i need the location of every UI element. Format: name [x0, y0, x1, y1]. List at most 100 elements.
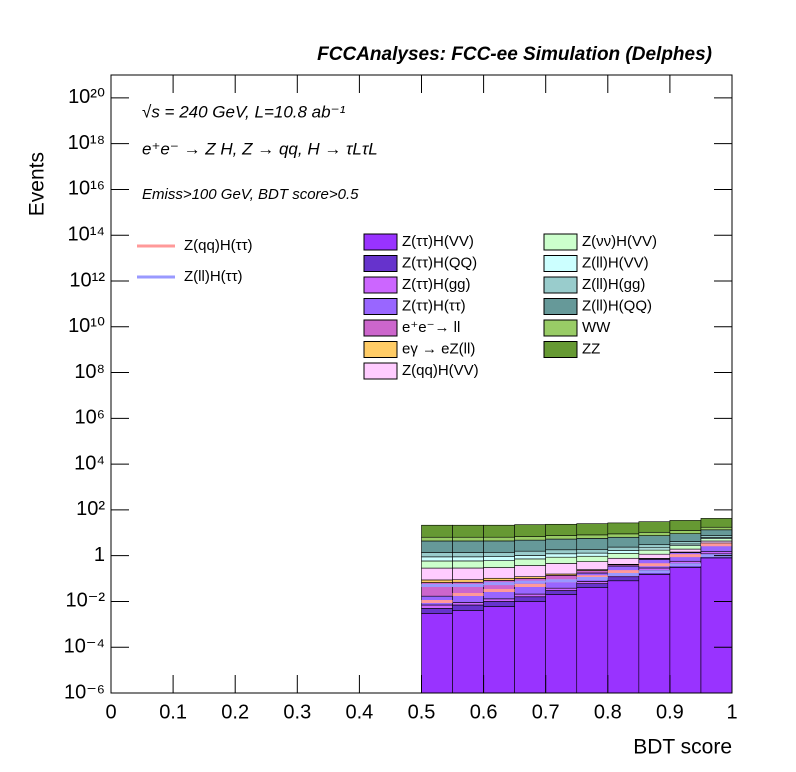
hist-bar	[607, 550, 640, 554]
hist-bar	[514, 550, 547, 556]
legend-label: e⁺e⁻→ ll	[402, 319, 460, 336]
hist-bar	[514, 536, 547, 541]
hist-bar	[483, 560, 515, 568]
hist-bar	[545, 538, 578, 551]
hist-bar	[421, 567, 453, 581]
hist-bar	[483, 536, 515, 542]
hist-bar	[483, 577, 515, 581]
x-tick-label: 1	[726, 701, 737, 723]
y-tick-label: 10²	[76, 498, 105, 520]
hist-bar	[452, 604, 484, 611]
legend-swatch	[363, 233, 398, 251]
y-tick-label: 10²⁰	[68, 86, 105, 108]
hist-bar	[607, 522, 640, 535]
hist-bar	[700, 540, 733, 544]
hist-bar	[483, 598, 515, 602]
hist-bar	[514, 596, 547, 602]
y-tick-label: 10¹⁶	[68, 178, 105, 200]
hist-bar	[452, 610, 484, 694]
hist-bar	[545, 563, 578, 575]
hist-bar	[669, 541, 702, 545]
hist-bar	[607, 546, 640, 551]
hist-bar	[576, 538, 609, 550]
hist-bar	[483, 567, 515, 579]
hist-bar	[514, 565, 547, 577]
y-tick-label: 10⁸	[74, 361, 105, 383]
legend-label: Z(ττ)H(ττ)	[402, 297, 466, 314]
hist-bar	[421, 524, 453, 538]
x-tick-label: 0.8	[594, 701, 622, 723]
hist-bar	[700, 551, 733, 555]
legend-swatch	[363, 298, 398, 315]
x-tick-label: 0	[105, 701, 116, 723]
legend-label: eγ → eZ(ll)	[402, 340, 475, 357]
y-tick-label: 10⁻⁶	[64, 681, 105, 703]
hist-bar	[576, 587, 609, 694]
y-tick-label: 1	[94, 544, 105, 566]
y-axis-label: Events	[26, 152, 49, 216]
hist-bar	[421, 613, 453, 694]
hist-bar	[483, 601, 515, 607]
hist-bar	[576, 549, 609, 554]
hist-bar	[452, 567, 484, 581]
x-tick-label: 0.4	[345, 701, 373, 723]
hist-bar	[483, 552, 515, 557]
hist-bar	[638, 549, 671, 555]
hist-bar	[545, 553, 578, 558]
y-tick-label: 10¹⁴	[68, 224, 106, 246]
hist-bar	[607, 580, 640, 694]
x-tick-label: 0.9	[656, 701, 684, 723]
legend-swatch	[363, 255, 398, 272]
hist-bar	[576, 555, 609, 563]
hist-bar	[421, 540, 453, 553]
x-tick-label: 0.1	[159, 701, 187, 723]
y-tick-label: 10¹²	[69, 269, 105, 291]
annotation: Emiss>100 GeV, BDT score>0.5	[142, 186, 359, 203]
hist-bar	[421, 608, 453, 614]
x-tick-label: 0.3	[283, 701, 311, 723]
hist-bar	[669, 530, 702, 534]
legend-label: Z(ll)H(ττ)	[184, 268, 243, 285]
hist-bar	[700, 538, 733, 542]
hist-bar	[669, 533, 702, 542]
x-tick-label: 0.5	[408, 701, 436, 723]
legend-label: Z(qq)H(VV)	[402, 362, 479, 379]
hist-bar	[700, 557, 733, 694]
hist-bar	[545, 594, 578, 694]
hist-bar	[452, 560, 484, 569]
hist-bar	[421, 556, 453, 562]
y-tick-label: 10⁻⁴	[64, 636, 105, 658]
hist-bar	[669, 520, 702, 531]
annotation: e⁺e⁻ → Z H, Z → qq, H → τLτL	[142, 139, 378, 158]
y-tick-label: 10⁴	[74, 452, 105, 474]
hist-bar	[638, 535, 671, 546]
legend-label: Z(ττ)H(gg)	[402, 276, 471, 293]
hist-bar	[483, 540, 515, 553]
hist-bar	[638, 574, 671, 694]
legend-label: Z(ττ)H(QQ)	[402, 254, 477, 271]
legend-label: Z(ll)H(QQ)	[582, 297, 652, 314]
hist-bar	[607, 533, 640, 538]
hist-bar	[638, 553, 671, 559]
legend-swatch	[363, 276, 398, 294]
y-tick-label: 10¹⁰	[68, 315, 105, 337]
x-axis-label: BDT score	[633, 736, 732, 759]
hist-bar	[545, 549, 578, 555]
legend-label: WW	[582, 319, 611, 336]
hist-bar	[483, 524, 515, 538]
hist-bar	[514, 555, 547, 560]
hist-bar	[700, 518, 733, 528]
hist-bar	[700, 529, 733, 536]
y-tick-label: 10⁶	[75, 407, 105, 429]
hist-bar	[669, 567, 702, 694]
hist-bar	[638, 521, 671, 533]
hist-bar	[576, 534, 609, 539]
hist-bar	[669, 545, 702, 550]
legend-label: Z(νν)H(VV)	[582, 233, 657, 250]
hist-bar	[607, 576, 640, 582]
legend-swatch	[363, 362, 398, 380]
hist-bar	[700, 526, 733, 531]
legend-label: Z(qq)H(ττ)	[184, 237, 253, 254]
hist-bar	[421, 536, 453, 542]
